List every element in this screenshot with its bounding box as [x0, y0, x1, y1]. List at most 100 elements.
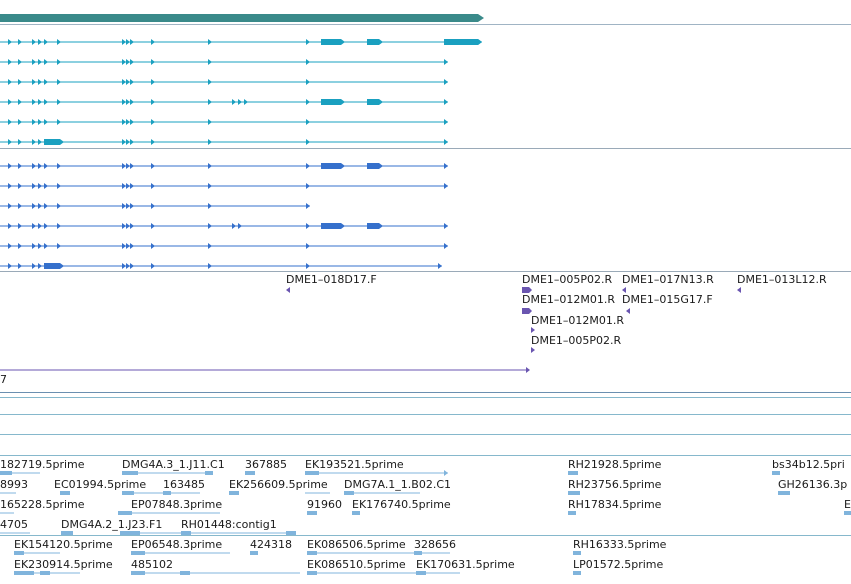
- est-label[interactable]: 163485: [163, 478, 205, 491]
- est-feature[interactable]: [40, 571, 50, 575]
- est-label[interactable]: DMG7A.1_1.B02.C1: [344, 478, 452, 491]
- est-label[interactable]: RH21928.5prime: [568, 458, 662, 471]
- est-label[interactable]: EK193521.5prime: [305, 458, 404, 471]
- est-feature[interactable]: [286, 531, 296, 535]
- est-label[interactable]: EK086510.5prime: [307, 558, 406, 571]
- est-label[interactable]: 424318: [250, 538, 292, 551]
- est-feature[interactable]: [60, 491, 70, 495]
- exon-arrow: [622, 287, 626, 293]
- clone-label[interactable]: DME1–017N13.R: [622, 273, 714, 286]
- clone-label[interactable]: DME1–005P02.R: [531, 334, 622, 347]
- est-label[interactable]: EK154120.5prime: [14, 538, 113, 551]
- exon-arrow: [38, 223, 42, 229]
- est-label[interactable]: RH16333.5prime: [573, 538, 667, 551]
- est-feature[interactable]: [778, 491, 790, 495]
- est-label[interactable]: 8993: [0, 478, 28, 491]
- est-label[interactable]: bs34b12.5pri: [772, 458, 845, 471]
- est-feature[interactable]: [131, 551, 145, 555]
- est-label[interactable]: EK230914.5prime: [14, 558, 113, 571]
- exon-block: [367, 99, 383, 105]
- est-label[interactable]: 182719.5prime: [0, 458, 85, 471]
- exon-arrow: [57, 183, 61, 189]
- est-feature[interactable]: [0, 471, 12, 475]
- est-label[interactable]: 485102: [131, 558, 173, 571]
- est-label[interactable]: DMG4A.2_1.J23.F1: [61, 518, 163, 531]
- est-label[interactable]: 4705: [0, 518, 28, 531]
- est-feature[interactable]: [568, 511, 576, 515]
- est-feature[interactable]: [573, 551, 581, 555]
- est-feature[interactable]: [573, 571, 581, 575]
- est-feature[interactable]: [307, 511, 317, 515]
- exon-arrow: [8, 203, 12, 209]
- exon-arrow: [444, 243, 448, 249]
- est-feature[interactable]: [844, 511, 851, 515]
- est-feature[interactable]: [205, 471, 213, 475]
- est-label[interactable]: 91960: [307, 498, 342, 511]
- exon-arrow: [306, 263, 310, 269]
- exon-block: [367, 223, 383, 229]
- est-label[interactable]: EK170631.5prime: [416, 558, 515, 571]
- clone-label[interactable]: DME1–015G17.F: [622, 293, 713, 306]
- est-feature[interactable]: [568, 471, 578, 475]
- exon-arrow: [32, 99, 36, 105]
- est-label[interactable]: 367885: [245, 458, 287, 471]
- clone-marker[interactable]: [522, 287, 532, 293]
- est-label[interactable]: 165228.5prime: [0, 498, 85, 511]
- est-feature[interactable]: [772, 471, 780, 475]
- est-label[interactable]: GH26136.3p: [778, 478, 848, 491]
- est-label[interactable]: RH01448:contig1: [181, 518, 277, 531]
- gene-span-bar[interactable]: [0, 14, 484, 22]
- exon-arrow: [18, 119, 22, 125]
- clone-label[interactable]: DME1–012M01.R: [522, 293, 616, 306]
- est-feature[interactable]: [245, 471, 255, 475]
- exon-block: [321, 99, 345, 105]
- exon-arrow: [130, 119, 134, 125]
- exon-arrow: [122, 119, 126, 125]
- est-label[interactable]: EP07848.3prime: [131, 498, 223, 511]
- exon-arrow: [122, 203, 126, 209]
- est-label[interactable]: EP06548.3prime: [131, 538, 223, 551]
- exon-arrow: [444, 119, 448, 125]
- exon-arrow: [44, 59, 48, 65]
- est-feature[interactable]: [122, 471, 138, 475]
- exon-arrow: [122, 79, 126, 85]
- clone-label[interactable]: DME1–018D17.F: [286, 273, 377, 286]
- exon-arrow: [208, 99, 212, 105]
- est-label[interactable]: EK256609.5prime: [229, 478, 328, 491]
- est-feature[interactable]: [568, 491, 580, 495]
- est-label[interactable]: EC01994.5prime: [54, 478, 147, 491]
- exon-arrow: [57, 39, 61, 45]
- est-label[interactable]: RH17834.5prime: [568, 498, 662, 511]
- est-feature[interactable]: [120, 531, 140, 535]
- est-feature[interactable]: [250, 551, 258, 555]
- exon-arrow: [306, 59, 310, 65]
- est-feature[interactable]: [305, 471, 319, 475]
- clone-label[interactable]: DME1–005P02.R: [522, 273, 613, 286]
- est-feature[interactable]: [229, 491, 239, 495]
- exon-arrow: [130, 139, 134, 145]
- exon-arrow: [18, 79, 22, 85]
- est-label[interactable]: EK176740.5prime: [352, 498, 451, 511]
- est-label[interactable]: EK086506.5prime: [307, 538, 406, 551]
- est-feature[interactable]: [416, 571, 426, 575]
- clone-label[interactable]: DME1–013L12.R: [737, 273, 827, 286]
- est-label[interactable]: RH23756.5prime: [568, 478, 662, 491]
- est-label[interactable]: DMG4A.3_1.J11.C1: [122, 458, 225, 471]
- est-feature[interactable]: [180, 571, 190, 575]
- est-feature[interactable]: [14, 571, 34, 575]
- est-feature[interactable]: [352, 511, 360, 515]
- est-feature[interactable]: [61, 531, 73, 535]
- est-feature[interactable]: [414, 551, 422, 555]
- est-label[interactable]: 328656: [414, 538, 456, 551]
- est-label[interactable]: E: [844, 498, 851, 511]
- est-feature[interactable]: [14, 551, 24, 555]
- clone-label[interactable]: DME1–012M01.R: [531, 314, 625, 327]
- clone-marker[interactable]: [522, 308, 532, 314]
- est-feature[interactable]: [163, 491, 171, 495]
- exon-arrow: [8, 263, 12, 269]
- exon-arrow: [32, 119, 36, 125]
- clone-label[interactable]: 7: [0, 373, 7, 386]
- est-feature[interactable]: [118, 511, 132, 515]
- est-label[interactable]: LP01572.5prime: [573, 558, 664, 571]
- exon-arrow: [130, 39, 134, 45]
